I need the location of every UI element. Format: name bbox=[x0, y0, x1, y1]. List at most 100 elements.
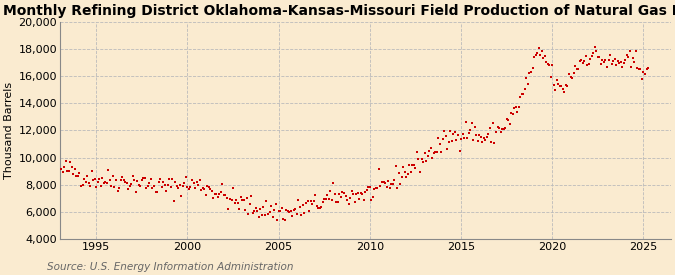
Point bbox=[608, 59, 618, 63]
Point bbox=[472, 139, 483, 144]
Point bbox=[249, 209, 260, 214]
Point bbox=[147, 185, 158, 190]
Point bbox=[585, 57, 595, 62]
Point bbox=[378, 180, 389, 185]
Point bbox=[527, 65, 538, 70]
Point bbox=[638, 70, 649, 75]
Point bbox=[486, 140, 497, 144]
Point bbox=[541, 59, 551, 64]
Point bbox=[340, 194, 351, 198]
Point bbox=[384, 186, 395, 190]
Point bbox=[480, 138, 491, 143]
Point bbox=[80, 180, 91, 185]
Point bbox=[364, 185, 375, 189]
Point bbox=[215, 189, 226, 194]
Point bbox=[429, 150, 439, 155]
Point bbox=[632, 66, 643, 70]
Point bbox=[600, 58, 611, 62]
Point bbox=[623, 55, 634, 60]
Point bbox=[294, 205, 305, 209]
Point bbox=[194, 178, 205, 182]
Point bbox=[234, 207, 244, 211]
Point bbox=[129, 178, 140, 182]
Point bbox=[91, 185, 102, 189]
Point bbox=[240, 208, 250, 212]
Point bbox=[293, 197, 304, 202]
Point bbox=[373, 167, 384, 171]
Point bbox=[641, 67, 652, 71]
Point bbox=[103, 168, 114, 172]
Point bbox=[152, 190, 163, 195]
Point bbox=[112, 189, 123, 194]
Point bbox=[425, 146, 436, 150]
Point bbox=[460, 120, 471, 124]
Point bbox=[369, 187, 380, 191]
Point bbox=[570, 64, 580, 68]
Point bbox=[226, 198, 237, 202]
Point bbox=[225, 197, 236, 202]
Point bbox=[408, 163, 419, 167]
Point bbox=[614, 60, 624, 65]
Point bbox=[184, 187, 194, 191]
Point bbox=[556, 84, 567, 89]
Point bbox=[372, 186, 383, 190]
Point bbox=[349, 200, 360, 204]
Point bbox=[414, 170, 425, 174]
Point bbox=[611, 63, 622, 67]
Point bbox=[305, 199, 316, 204]
Point bbox=[141, 186, 152, 191]
Point bbox=[532, 51, 543, 55]
Point bbox=[167, 177, 178, 181]
Point bbox=[634, 67, 645, 72]
Point bbox=[536, 49, 547, 53]
Point bbox=[363, 185, 374, 189]
Point bbox=[377, 180, 387, 185]
Point bbox=[266, 204, 277, 208]
Point bbox=[292, 212, 302, 216]
Point bbox=[542, 62, 553, 66]
Point bbox=[383, 178, 394, 183]
Point bbox=[583, 61, 594, 66]
Point bbox=[358, 198, 369, 202]
Point bbox=[554, 84, 565, 88]
Point bbox=[109, 185, 120, 189]
Point bbox=[565, 75, 576, 79]
Point bbox=[622, 53, 632, 57]
Point bbox=[315, 205, 325, 210]
Point bbox=[170, 180, 181, 185]
Point bbox=[115, 178, 126, 182]
Point bbox=[457, 131, 468, 136]
Point bbox=[221, 196, 232, 200]
Point bbox=[451, 138, 462, 142]
Point bbox=[156, 185, 167, 189]
Text: Source: U.S. Energy Information Administration: Source: U.S. Energy Information Administ… bbox=[47, 262, 294, 272]
Point bbox=[196, 188, 207, 192]
Point bbox=[290, 207, 301, 211]
Point bbox=[296, 213, 307, 218]
Point bbox=[263, 212, 273, 217]
Point bbox=[396, 175, 407, 179]
Point bbox=[389, 178, 400, 182]
Point bbox=[493, 126, 504, 130]
Point bbox=[153, 180, 164, 184]
Point bbox=[589, 45, 600, 49]
Point bbox=[471, 133, 482, 137]
Point bbox=[200, 193, 211, 197]
Point bbox=[539, 54, 550, 59]
Point bbox=[59, 164, 70, 169]
Point bbox=[304, 209, 315, 213]
Point bbox=[113, 186, 124, 190]
Point bbox=[398, 165, 408, 170]
Point bbox=[526, 70, 537, 74]
Point bbox=[92, 180, 103, 185]
Point bbox=[385, 182, 396, 186]
Point bbox=[159, 183, 170, 187]
Point bbox=[235, 195, 246, 199]
Point bbox=[118, 178, 129, 182]
Point bbox=[612, 59, 623, 64]
Title: Monthly Refining District Oklahoma-Kansas-Missouri Field Production of Natural G: Monthly Refining District Oklahoma-Kansa… bbox=[3, 4, 675, 18]
Point bbox=[178, 184, 188, 189]
Point bbox=[282, 209, 293, 214]
Point bbox=[599, 60, 610, 65]
Point bbox=[515, 95, 526, 99]
